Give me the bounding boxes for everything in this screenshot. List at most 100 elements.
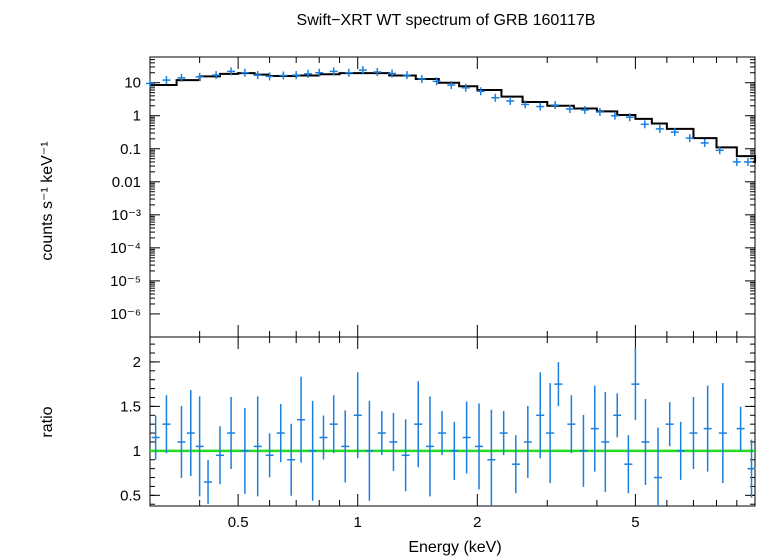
ratio-point — [240, 407, 249, 494]
ratio-point — [624, 435, 633, 494]
ratio-point — [276, 404, 285, 463]
ratio-point — [590, 385, 599, 472]
ratio-point — [523, 405, 532, 478]
ratio-point — [718, 383, 727, 484]
top-y-axis-label: counts s⁻¹ keV⁻¹ — [39, 141, 56, 260]
ratio-point — [162, 395, 171, 454]
spectrum-point — [344, 68, 353, 77]
spectrum-point — [670, 128, 679, 137]
ratio-point — [341, 410, 350, 483]
spectrum-point — [506, 96, 515, 105]
ratio-point — [536, 372, 545, 459]
spectrum-point — [358, 66, 367, 75]
spectrum-point — [265, 72, 274, 81]
ratio-point — [546, 383, 555, 484]
y-tick-label: 0.01 — [112, 174, 141, 191]
spectrum-point — [177, 73, 186, 82]
ratio-point — [499, 411, 508, 456]
y-tick-label: 10⁻³ — [111, 207, 141, 224]
ratio-point — [450, 421, 459, 480]
ratio-point — [319, 415, 328, 460]
spectrum-point — [685, 134, 694, 143]
bottom-y-axis-label: ratio — [39, 406, 56, 437]
y-tick-label: 10⁻⁴ — [110, 240, 141, 257]
spectrum-point — [700, 138, 709, 147]
x-tick-label: 0.5 — [228, 514, 249, 531]
spectrum-point — [476, 87, 485, 96]
spectrum-point — [521, 100, 530, 109]
spectrum-point — [253, 71, 262, 80]
ratio-y-tick-label: 0.5 — [120, 487, 141, 504]
ratio-point — [253, 396, 262, 497]
spectrum-point — [565, 104, 574, 113]
spectrum-point — [491, 93, 500, 102]
ratio-point — [204, 459, 213, 504]
spectrum-point — [417, 74, 426, 83]
ratio-point — [475, 403, 484, 490]
ratio-point — [151, 415, 160, 460]
ratio-y-tick-label: 1.5 — [120, 398, 141, 415]
spectrum-point — [373, 68, 382, 77]
y-tick-label: 10⁻⁵ — [110, 273, 141, 290]
spectrum-frame — [149, 56, 756, 338]
spectrum-point — [732, 157, 741, 166]
ratio-frame — [149, 336, 756, 507]
spectrum-point — [240, 68, 249, 77]
spectrum-point — [610, 111, 619, 120]
ratio-point — [308, 400, 317, 501]
ratio-point — [186, 390, 195, 477]
ratio-point — [511, 435, 520, 494]
ratio-point — [462, 401, 471, 474]
chart-title: Swift−XRT WT spectrum of GRB 160117B — [297, 12, 596, 29]
ratio-point — [579, 414, 588, 487]
x-tick-label: 1 — [354, 514, 362, 531]
spectrum-point — [640, 120, 649, 129]
model-line — [150, 72, 756, 163]
ratio-point — [487, 409, 496, 506]
ratio-point — [654, 427, 663, 506]
ratio-point — [703, 385, 712, 472]
ratio-point — [689, 397, 698, 470]
x-tick-label: 2 — [473, 514, 481, 531]
ratio-point — [377, 411, 386, 456]
ratio-point — [265, 433, 274, 478]
y-tick-label: 1 — [133, 108, 141, 125]
ratio-point — [389, 412, 398, 471]
spectrum-point — [162, 76, 171, 85]
spectrum-point — [195, 72, 204, 81]
spectrum-point — [625, 113, 634, 122]
ratio-y-tick-label: 1 — [133, 443, 141, 460]
spectrum-point — [432, 77, 441, 86]
y-tick-label: 10 — [124, 75, 141, 92]
y-tick-label: 0.1 — [120, 141, 141, 158]
ratio-point — [425, 396, 434, 497]
x-axis-label: Energy (keV) — [408, 539, 501, 556]
ratio-point — [365, 400, 374, 501]
y-tick-label: 10⁻⁶ — [110, 306, 141, 323]
spectrum-point — [315, 68, 324, 77]
spectrum-point — [227, 67, 236, 76]
ratio-point — [227, 397, 236, 470]
ratio-point — [329, 395, 338, 454]
ratio-point — [631, 348, 640, 421]
spectrum-point — [329, 67, 338, 76]
spectrum-point — [595, 107, 604, 116]
ratio-point — [613, 393, 622, 438]
spectrum-point — [292, 71, 301, 80]
ratio-point — [665, 402, 674, 447]
spectrum-point — [304, 69, 313, 78]
ratio-point — [676, 421, 685, 480]
ratio-point — [736, 406, 745, 451]
spectrum-point — [461, 83, 470, 92]
ratio-point — [747, 439, 756, 498]
x-tick-label: 5 — [631, 514, 639, 531]
ratio-point — [177, 405, 186, 478]
ratio-point — [195, 396, 204, 497]
ratio-point — [601, 391, 610, 492]
spectrum-point — [402, 71, 411, 80]
spectrum-point — [715, 146, 724, 155]
ratio-panel: 0.5 1 2 5 0.5 1 1.5 2 — [120, 331, 756, 531]
ratio-point — [641, 398, 650, 485]
ratio-point — [567, 395, 576, 454]
